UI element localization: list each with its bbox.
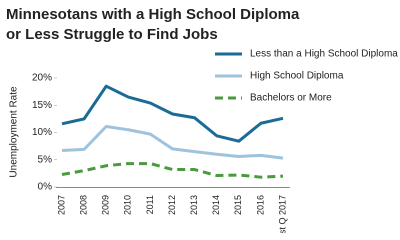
y-tick-label: 10% [32, 127, 52, 138]
series-line [61, 125, 284, 160]
x-tick-label: 2012 [167, 195, 177, 215]
y-tick-label: 5% [38, 154, 53, 165]
series-line [61, 84, 284, 143]
legend-label: Less than a High School Diploma [250, 49, 398, 60]
chart-title: or Less Struggle to Find Jobs [6, 26, 218, 43]
chart-title: Minnesotans with a High School Diploma [6, 6, 300, 23]
y-tick-label: 15% [32, 100, 52, 111]
legend-label: Bachelors or More [250, 93, 332, 104]
x-tick-label: 2013 [189, 195, 199, 215]
x-tick-label: 2011 [145, 195, 155, 214]
x-tick-label: 2009 [101, 195, 111, 215]
x-tick-label: 2014 [211, 195, 221, 215]
y-tick-label: 0% [38, 182, 53, 193]
y-axis-label: Unemployment Rate [9, 86, 20, 178]
x-tick-label: 2015 [233, 195, 243, 215]
x-tick-label: 2007 [56, 195, 66, 215]
y-tick-label: 20% [32, 73, 52, 84]
x-tick-label: 2008 [78, 195, 88, 215]
legend-label: High School Diploma [250, 71, 344, 82]
x-tick-label: 2010 [123, 195, 133, 215]
series-line [61, 162, 284, 179]
chart: Minnesotans with a High School Diploma o… [6, 6, 398, 233]
x-tick-label: 1st Q 2017 [277, 195, 287, 233]
x-tick-label: 2016 [255, 195, 265, 215]
